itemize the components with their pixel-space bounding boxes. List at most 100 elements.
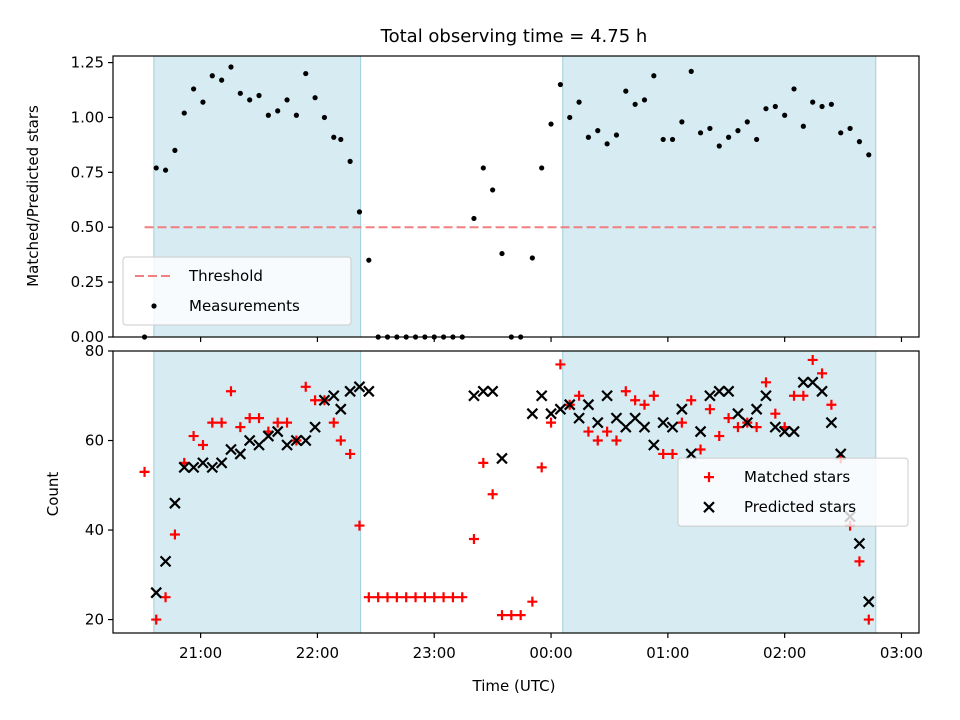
legend: Threshold Measurements	[122, 256, 352, 326]
data-point	[480, 165, 486, 171]
y-tick-label: 60	[85, 432, 104, 450]
data-point	[686, 395, 697, 406]
data-point	[567, 114, 573, 121]
data-point	[760, 389, 772, 402]
legend-handle	[703, 501, 715, 513]
data-point	[778, 425, 791, 438]
data-point	[648, 390, 659, 401]
axes-frame	[112, 55, 920, 338]
data-point	[345, 448, 356, 459]
data-point	[797, 376, 810, 389]
data-point	[327, 389, 340, 402]
data-point	[496, 452, 508, 465]
data-point	[679, 119, 685, 125]
x-tick-label: 23:00	[413, 644, 456, 662]
legend-box	[122, 256, 352, 326]
data-point	[863, 614, 874, 625]
data-point	[191, 86, 197, 92]
data-point	[216, 417, 227, 428]
data-point	[244, 413, 255, 424]
data-point	[356, 209, 363, 215]
y-tick-label: 80	[85, 342, 104, 360]
data-point	[188, 431, 199, 442]
data-point	[791, 86, 797, 92]
data-point	[585, 134, 592, 140]
data-point	[546, 417, 557, 428]
data-point	[704, 389, 716, 402]
data-point	[328, 417, 339, 428]
data-point	[344, 385, 356, 398]
data-point	[477, 385, 490, 398]
legend-box	[677, 457, 909, 527]
data-point	[300, 381, 311, 392]
data-point	[363, 592, 374, 603]
data-point	[282, 417, 293, 428]
data-point	[410, 592, 421, 603]
data-point	[293, 112, 299, 118]
data-point	[234, 448, 247, 460]
data-point	[373, 592, 384, 603]
data-point	[160, 592, 171, 603]
data-point	[741, 416, 754, 429]
data-point	[225, 386, 236, 397]
y-tick-label: 0.50	[71, 218, 104, 236]
x-axis-title: Time (UTC)	[472, 677, 556, 695]
data-point	[685, 448, 697, 460]
data-point	[499, 250, 505, 257]
data-point	[641, 97, 648, 103]
data-point	[318, 394, 331, 407]
y-tick-label: 0.00	[71, 328, 104, 346]
data-point	[563, 398, 576, 411]
data-point	[601, 389, 613, 402]
data-point	[197, 440, 208, 450]
data-point	[353, 381, 366, 393]
data-point	[438, 592, 449, 603]
data-point	[303, 70, 309, 77]
data-point	[262, 430, 275, 442]
data-point	[539, 165, 545, 171]
data-point	[629, 412, 641, 424]
data-point	[751, 422, 762, 433]
legend-entry: Threshold	[188, 267, 263, 285]
data-point	[669, 136, 676, 143]
ratio-panel: 0.00 0.25 0.50 0.75 1.00 1.25 Threshold Measure…	[71, 54, 920, 346]
data-point	[225, 443, 237, 456]
data-point	[574, 390, 585, 401]
data-point	[825, 416, 838, 429]
data-point	[800, 123, 806, 129]
data-point	[735, 128, 741, 134]
axes-frame	[112, 350, 920, 634]
data-point	[197, 457, 209, 469]
data-point	[716, 143, 722, 149]
data-point	[272, 417, 283, 428]
data-point	[206, 461, 219, 474]
legend-entry: Measurements	[189, 297, 300, 315]
data-point	[807, 354, 818, 365]
y-tick-label: 0.25	[71, 273, 104, 291]
data-point	[309, 421, 321, 433]
data-point	[651, 73, 657, 79]
data-point	[632, 101, 638, 107]
data-point	[750, 403, 763, 415]
data-point	[200, 99, 206, 105]
data-point	[496, 610, 507, 621]
data-point	[704, 404, 715, 415]
data-point	[694, 425, 707, 438]
data-point	[782, 112, 788, 118]
data-point	[772, 103, 778, 110]
data-point	[816, 385, 828, 398]
data-point	[235, 422, 246, 433]
data-point	[215, 457, 228, 469]
data-point	[723, 413, 734, 424]
data-point	[810, 99, 816, 105]
data-point	[806, 376, 819, 389]
data-point	[838, 130, 844, 136]
data-point	[363, 385, 375, 398]
y-tick-label: 1.25	[71, 54, 104, 72]
data-point	[281, 439, 293, 451]
data-point	[853, 537, 866, 550]
data-point	[554, 403, 567, 415]
data-point	[658, 448, 669, 459]
data-point	[697, 130, 704, 136]
data-point	[468, 534, 479, 544]
